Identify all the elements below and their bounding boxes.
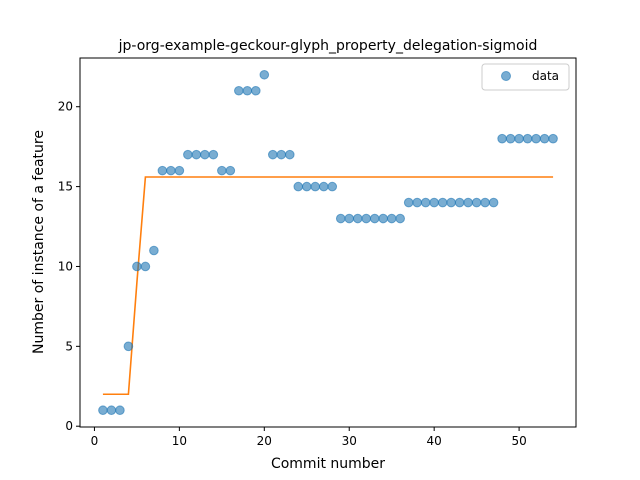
data-point bbox=[140, 261, 151, 272]
data-point bbox=[310, 181, 321, 192]
data-point bbox=[149, 245, 159, 256]
data-point bbox=[132, 261, 142, 272]
data-point bbox=[98, 405, 108, 416]
data-point bbox=[369, 213, 380, 224]
legend-frame bbox=[481, 63, 570, 91]
data-point bbox=[539, 133, 550, 144]
data-point bbox=[471, 197, 482, 208]
data-point bbox=[505, 133, 516, 144]
y-axis-ticks: 0 5 10 15 20 bbox=[58, 100, 80, 433]
data-point bbox=[251, 85, 261, 96]
legend: data bbox=[481, 63, 570, 91]
data-point bbox=[403, 197, 414, 208]
data-point bbox=[200, 149, 210, 160]
data-point bbox=[183, 149, 193, 160]
data-point bbox=[242, 85, 253, 96]
data-point bbox=[234, 85, 244, 96]
y-tick-label: 0 bbox=[65, 419, 73, 433]
chart-title: jp-org-example-geckour-glyph_property_de… bbox=[118, 38, 538, 54]
data-point bbox=[318, 181, 329, 192]
data-point bbox=[276, 149, 287, 160]
data-point bbox=[174, 165, 185, 176]
x-tick-label: 50 bbox=[511, 434, 526, 448]
data-point bbox=[123, 341, 134, 352]
data-point bbox=[115, 405, 125, 416]
data-point bbox=[293, 181, 304, 192]
x-tick-label: 40 bbox=[427, 434, 442, 448]
x-tick-label: 10 bbox=[172, 434, 187, 448]
data-point bbox=[157, 165, 168, 176]
data-point bbox=[361, 213, 372, 224]
data-point bbox=[531, 133, 541, 144]
x-axis-label: Commit number bbox=[271, 456, 385, 472]
x-axis-ticks: 0 10 20 30 40 50 bbox=[91, 427, 527, 448]
data-point bbox=[463, 197, 473, 208]
y-axis-label: Number of instance of a feature bbox=[31, 130, 47, 354]
data-point bbox=[497, 133, 507, 144]
data-point bbox=[208, 149, 219, 160]
data-point bbox=[352, 213, 363, 224]
data-point bbox=[454, 197, 465, 208]
legend-marker-icon bbox=[501, 71, 511, 81]
fit-line-layer bbox=[102, 176, 554, 396]
data-point bbox=[225, 165, 236, 176]
data-point bbox=[420, 197, 431, 208]
data-point bbox=[386, 213, 397, 224]
data-point bbox=[344, 213, 355, 224]
data-point bbox=[217, 165, 227, 176]
y-tick-label: 10 bbox=[58, 259, 73, 273]
fit-line bbox=[102, 176, 554, 396]
data-point bbox=[395, 213, 405, 224]
x-tick-label: 30 bbox=[342, 434, 357, 448]
x-tick-label: 20 bbox=[257, 434, 272, 448]
x-tick-label: 0 bbox=[91, 434, 99, 448]
data-point bbox=[522, 133, 533, 144]
data-point bbox=[301, 181, 312, 192]
data-point bbox=[429, 197, 439, 208]
y-tick-label: 20 bbox=[58, 100, 73, 114]
data-point bbox=[378, 213, 389, 224]
data-point bbox=[327, 181, 338, 192]
data-point bbox=[480, 197, 490, 208]
data-point bbox=[488, 197, 499, 208]
data-point bbox=[166, 165, 176, 176]
legend-label-data: data bbox=[532, 69, 559, 83]
data-point bbox=[514, 133, 524, 144]
data-point bbox=[437, 197, 448, 208]
data-point bbox=[284, 149, 295, 160]
data-point bbox=[191, 149, 202, 160]
data-point bbox=[106, 405, 117, 416]
data-point bbox=[548, 133, 558, 144]
data-point bbox=[335, 213, 346, 224]
data-point bbox=[412, 197, 422, 208]
data-point bbox=[267, 149, 278, 160]
y-tick-label: 5 bbox=[65, 339, 73, 353]
y-tick-label: 15 bbox=[58, 180, 73, 194]
data-point bbox=[259, 69, 270, 80]
plot-frame bbox=[79, 57, 577, 428]
plot-area bbox=[80, 58, 576, 427]
data-points-layer bbox=[98, 69, 558, 416]
data-point bbox=[446, 197, 456, 208]
